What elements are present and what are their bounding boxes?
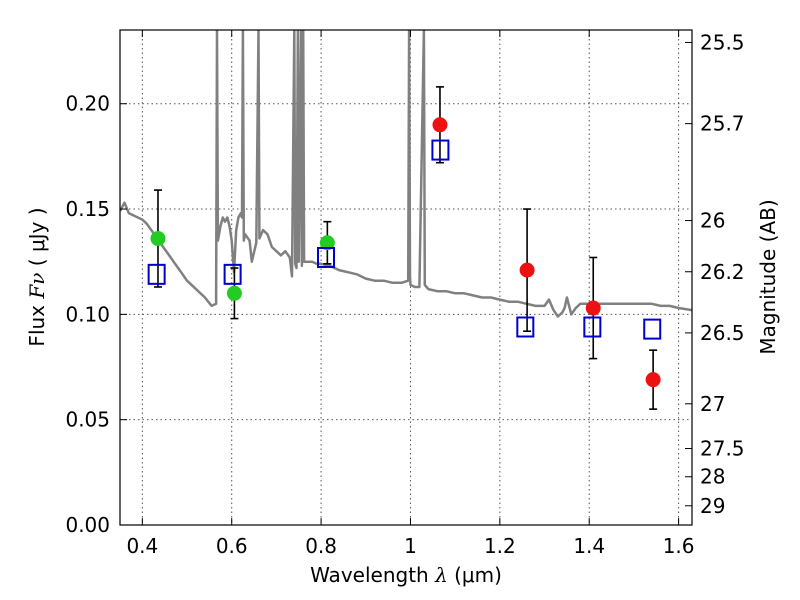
y2-tick-label: 26 <box>700 209 725 233</box>
green-data-point <box>319 235 335 251</box>
y2-axis-label: Magnitude (AB) <box>756 199 780 354</box>
y2-tick-label: 28 <box>700 465 725 489</box>
blue-model-square <box>223 263 242 285</box>
y-tick-label: 0.10 <box>65 302 110 326</box>
x-tick-label: 0.6 <box>216 534 248 558</box>
x-axis-label-symbol: λ <box>434 563 448 587</box>
blue-model-square <box>516 316 535 338</box>
plot-frame <box>119 29 693 526</box>
y2-tick-label: 26.5 <box>700 321 745 345</box>
x-tick-label: 1.4 <box>573 534 605 558</box>
x-tick-label: 1.2 <box>484 534 516 558</box>
y2-tick-label: 26.2 <box>700 260 745 284</box>
y-tick-label: 0.00 <box>65 513 110 537</box>
plot-area <box>120 30 692 410</box>
y-axis-label: Flux Fν ( μJy ) <box>25 207 49 346</box>
grid-layer <box>120 30 692 525</box>
y2-tick-label: 27 <box>700 392 725 416</box>
y2-tick-label: 27.5 <box>700 437 745 461</box>
red-data-point <box>585 300 601 316</box>
x-axis-label-units: (μm) <box>448 563 502 587</box>
y-axis-label-units: ( μJy ) <box>25 207 49 272</box>
blue-model-square <box>643 318 662 340</box>
x-axis-label: Wavelength λ (μm) <box>310 563 502 587</box>
blue-model-square <box>431 139 450 161</box>
y2-tick-label: 25.7 <box>700 112 745 136</box>
y-axis-label-prefix: Flux <box>25 299 49 347</box>
red-data-point <box>645 372 661 388</box>
blue-model-square <box>317 246 336 268</box>
y2-tick-label: 25.5 <box>700 30 745 54</box>
x-tick-label: 1.6 <box>663 534 695 558</box>
x-axis-label-prefix: Wavelength <box>310 563 435 587</box>
blue-model-square <box>583 316 602 338</box>
axes-frame <box>119 29 693 526</box>
y-tick-label: 0.20 <box>65 92 110 116</box>
model-spectrum-line <box>120 30 692 318</box>
tick-layer: 0.4 0.6 0.8 1 1.2 1.4 1.6 0.00 0.05 0.10 0.15 0.20 2… <box>65 30 745 558</box>
x-tick-label: 0.8 <box>305 534 337 558</box>
y-axis-label-symbol: Fν <box>25 273 49 300</box>
x-tick-label: 1 <box>404 534 417 558</box>
y2-tick-label: 29 <box>700 494 725 518</box>
green-data-point <box>226 285 242 301</box>
y-tick-label: 0.05 <box>65 408 110 432</box>
red-data-point <box>432 117 448 133</box>
green-data-point <box>150 231 166 247</box>
y-tick-label: 0.15 <box>65 197 110 221</box>
red-data-point <box>519 262 535 278</box>
x-tick-label: 0.4 <box>126 534 158 558</box>
blue-model-square <box>147 263 166 285</box>
